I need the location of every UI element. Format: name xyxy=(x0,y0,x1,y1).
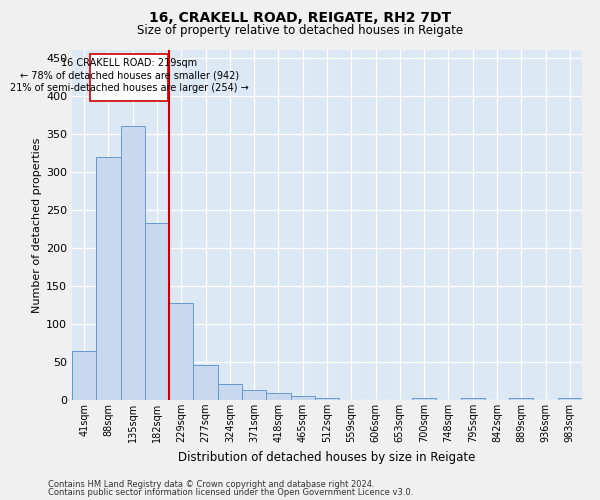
Text: 16, CRAKELL ROAD, REIGATE, RH2 7DT: 16, CRAKELL ROAD, REIGATE, RH2 7DT xyxy=(149,11,451,25)
Y-axis label: Number of detached properties: Number of detached properties xyxy=(32,138,42,312)
Bar xyxy=(242,390,266,400)
Text: Size of property relative to detached houses in Reigate: Size of property relative to detached ho… xyxy=(137,24,463,37)
Text: ← 78% of detached houses are smaller (942): ← 78% of detached houses are smaller (94… xyxy=(20,70,239,81)
Bar xyxy=(509,398,533,400)
Bar xyxy=(169,304,193,400)
Bar xyxy=(412,398,436,400)
Bar xyxy=(193,365,218,400)
FancyBboxPatch shape xyxy=(90,54,168,101)
Bar xyxy=(266,393,290,400)
Text: Contains HM Land Registry data © Crown copyright and database right 2024.: Contains HM Land Registry data © Crown c… xyxy=(48,480,374,489)
Bar xyxy=(315,398,339,400)
Bar xyxy=(96,156,121,400)
Bar xyxy=(121,126,145,400)
Bar xyxy=(558,398,582,400)
X-axis label: Distribution of detached houses by size in Reigate: Distribution of detached houses by size … xyxy=(178,450,476,464)
Text: Contains public sector information licensed under the Open Government Licence v3: Contains public sector information licen… xyxy=(48,488,413,497)
Bar xyxy=(145,224,169,400)
Bar xyxy=(218,384,242,400)
Text: 21% of semi-detached houses are larger (254) →: 21% of semi-detached houses are larger (… xyxy=(10,84,248,94)
Bar xyxy=(72,350,96,400)
Bar xyxy=(290,396,315,400)
Text: 16 CRAKELL ROAD: 219sqm: 16 CRAKELL ROAD: 219sqm xyxy=(61,58,197,68)
Bar xyxy=(461,398,485,400)
